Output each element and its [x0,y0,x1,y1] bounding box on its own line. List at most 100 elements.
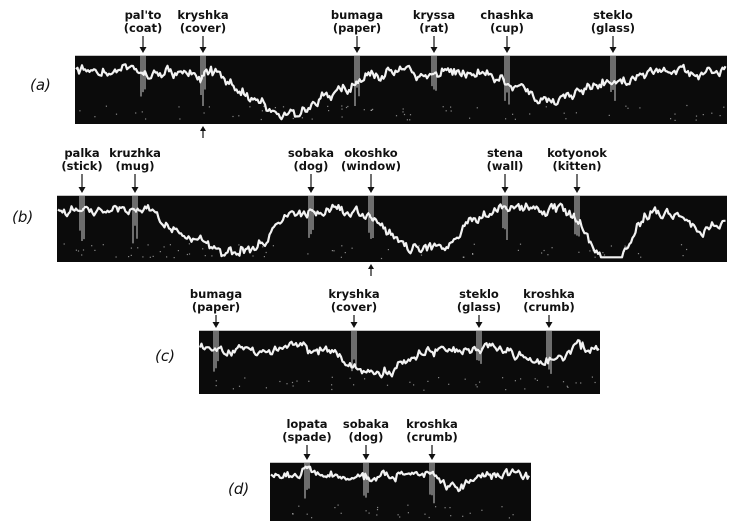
trace-speckle [427,380,429,382]
trace-speckle [711,112,713,114]
trace-speckle [575,112,577,114]
trace-speckle [450,515,452,517]
trace-speckle [501,506,503,508]
trace-speckle [341,105,343,107]
stimulus-gloss: (rat) [419,21,448,35]
stimulus-word: chashka [480,8,533,22]
trace-speckle [188,243,190,245]
trace-speckle [238,385,241,387]
trace-speckle [608,114,610,116]
trace-speckle [261,110,263,112]
stimulus-gloss: (paper) [192,300,240,314]
trace-speckle [232,115,234,118]
trace-speckle [386,384,389,386]
trace-speckle [211,255,213,257]
trace-speckle [298,505,300,507]
trace-speckle [265,387,267,389]
trace-speckle [344,252,346,254]
trace-speckle [524,388,526,390]
trace-speckle [625,246,627,248]
trace-speckle [541,252,543,254]
trace-speckle [514,118,516,120]
trace-speckle [365,510,367,512]
trace-speckle [347,105,349,108]
trace-speckle [387,249,389,251]
trace-speckle [102,244,104,246]
trace-speckle [463,256,465,258]
trace-speckle [163,246,165,248]
trace-speckle [177,250,179,252]
word-arrow-head [78,187,86,193]
trace-speckle [145,118,147,120]
trace-speckle [77,250,80,252]
stimulus-word: palka [64,146,99,160]
trace-speckle [407,512,409,514]
trace-speckle [481,509,483,511]
trace-speckle [301,117,303,119]
trace-speckle [625,105,627,107]
trace-speckle [232,388,234,390]
trace-speckle [476,107,478,109]
trace-speckle [472,253,474,255]
stimulus-word: pal'to [125,8,162,22]
stimulus-word: kryshka [328,287,379,301]
stimulus-gloss: (coat) [124,21,163,35]
trace-speckle [305,109,307,111]
trace-speckle [623,250,625,252]
trace-speckle [159,251,161,253]
trace-speckle [272,245,274,247]
trace-speckle [640,256,642,258]
trace-speckle [680,244,683,246]
trace-speckle [331,376,333,378]
word-arrow-head [212,322,220,328]
trace-speckle [130,247,132,249]
trace-speckle [328,110,330,112]
trace-speckle [331,384,333,386]
stimulus-gloss: (glass) [457,300,501,314]
recording-strip [75,55,727,124]
trace-speckle [406,119,408,121]
trace-speckle [341,116,343,118]
trace-speckle [517,249,519,251]
panel-2: (c) bumaga(paper) kryshka(cover) steklo(gla… [155,287,600,394]
trace-speckle [340,512,342,514]
word-arrow-head [353,47,361,53]
trace-speckle [263,105,265,107]
word-arrow-head [303,454,311,460]
trace-speckle [292,385,294,387]
trace-speckle [592,250,594,252]
trace-speckle [265,251,267,254]
panel-1: (b) palka(stick) kruzhka(mug) sobaka(dog) ok… [12,146,727,276]
trace-speckle [473,243,475,245]
trace-speckle [279,380,281,383]
trace-speckle [166,256,168,258]
trace-speckle [547,254,549,256]
trace-speckle [505,118,507,120]
trace-speckle [340,256,342,258]
trace-speckle [377,506,379,509]
trace-speckle [178,106,180,108]
trace-speckle [565,118,567,120]
trace-speckle [719,115,721,117]
stimulus-word: sobaka [288,146,334,160]
stimulus-gloss: (stick) [61,159,102,173]
stimulus-word: steklo [593,8,633,22]
stimulus-gloss: (mug) [116,159,155,173]
trace-speckle [115,256,117,258]
trace-speckle [409,119,411,121]
trace-speckle [349,377,351,379]
word-arrow-head [307,187,315,193]
stimulus-gloss: (cover) [180,21,226,35]
trace-speckle [280,118,282,120]
stimulus-word: kroshka [406,417,458,431]
trace-speckle [331,388,333,391]
stimulus-word: kryssa [413,8,455,22]
physiological-trace [270,465,530,493]
trace-speckle [337,504,339,506]
trace-speckle [508,517,510,519]
trace-speckle [514,380,516,382]
word-arrow-head [428,454,436,460]
trace-speckle [81,254,83,256]
stimulus-gloss: (window) [341,159,401,173]
trace-speckle [674,113,676,115]
